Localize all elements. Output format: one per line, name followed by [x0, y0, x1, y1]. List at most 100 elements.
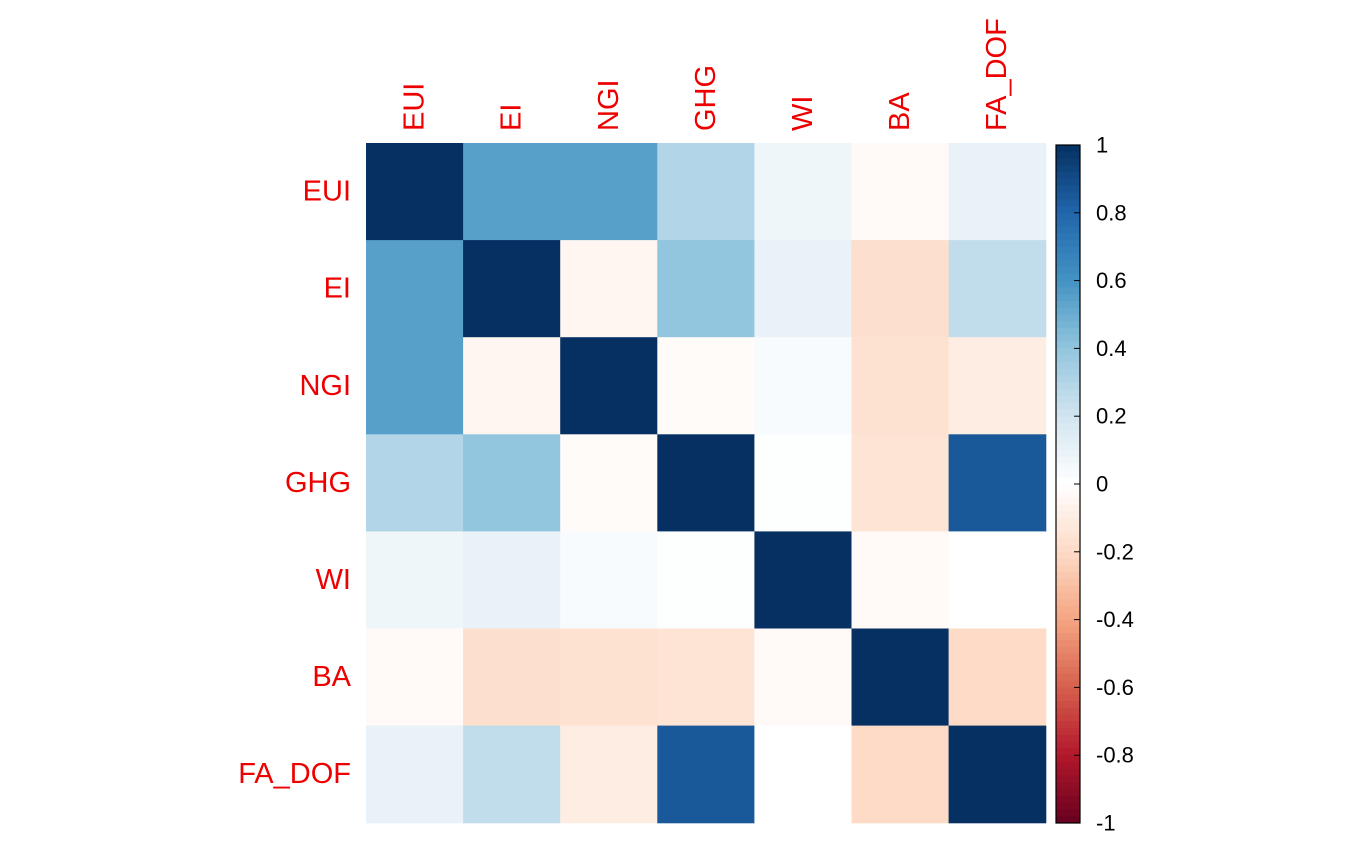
colorbar-segment — [1056, 490, 1080, 499]
colorbar-tick-label: -0.4 — [1096, 607, 1134, 632]
cell-WI-NGI — [560, 531, 658, 630]
colorbar-segment — [1056, 538, 1080, 546]
colorbar-segment — [1056, 361, 1080, 370]
cell-EUI-BA — [851, 143, 950, 241]
cell-BA-GHG — [657, 628, 755, 727]
cell-FA_DOF-NGI — [560, 725, 658, 824]
colorbar-segment — [1056, 199, 1080, 207]
cell-EI-EI — [463, 240, 561, 338]
colorbar-segment — [1056, 307, 1080, 315]
colorbar-segment — [1056, 545, 1080, 553]
colorbar-segment — [1056, 572, 1080, 580]
colorbar-segment — [1056, 626, 1080, 634]
colorbar-segment — [1056, 755, 1080, 763]
cell-WI-GHG — [657, 531, 755, 630]
colorbar-tick-label: -1 — [1096, 811, 1116, 836]
colorbar-segment — [1056, 280, 1080, 288]
colorbar-segment — [1056, 531, 1080, 539]
column-label: EI — [496, 104, 528, 131]
colorbar-segment — [1056, 165, 1080, 173]
colorbar-segment — [1056, 660, 1080, 668]
colorbar-segment — [1056, 375, 1080, 383]
cell-NGI-EI — [463, 337, 561, 435]
colorbar-segment — [1056, 639, 1080, 648]
colorbar-segment — [1056, 687, 1080, 695]
cell-EUI-FA_DOF — [948, 143, 1047, 241]
colorbar-segment — [1056, 619, 1080, 627]
colorbar-segment — [1056, 456, 1080, 465]
colorbar-segment — [1056, 226, 1080, 234]
colorbar-segment — [1056, 443, 1080, 451]
colorbar-segment — [1056, 612, 1080, 621]
colorbar-segment — [1056, 422, 1080, 431]
cell-NGI-WI — [754, 337, 853, 435]
cell-NGI-GHG — [657, 337, 755, 435]
column-label: EUI — [399, 83, 431, 131]
colorbar-segment — [1056, 246, 1080, 254]
cell-EI-FA_DOF — [948, 240, 1047, 338]
colorbar-segment — [1056, 341, 1080, 349]
colorbar-segment — [1056, 192, 1080, 200]
colorbar-segment — [1056, 470, 1080, 478]
colorbar-segment — [1056, 300, 1080, 309]
cell-NGI-BA — [851, 337, 950, 435]
colorbar-segment — [1056, 219, 1080, 227]
colorbar-segment — [1056, 707, 1080, 716]
row-label: WI — [316, 564, 351, 596]
cell-GHG-NGI — [560, 434, 658, 532]
column-label: BA — [884, 92, 916, 131]
colorbar-segment — [1056, 334, 1080, 343]
colorbar-tick-label: -0.2 — [1096, 539, 1134, 564]
colorbar-segment — [1056, 714, 1080, 722]
cell-EI-BA — [851, 240, 950, 338]
cell-EI-NGI — [560, 240, 658, 338]
colorbar-tick-label: 0.8 — [1096, 200, 1127, 225]
cell-EUI-EUI — [366, 143, 464, 241]
colorbar-segment — [1056, 206, 1080, 214]
colorbar-segment — [1056, 145, 1080, 153]
colorbar-segment — [1056, 484, 1080, 492]
cell-GHG-EI — [463, 434, 561, 532]
colorbar-segment — [1056, 789, 1080, 797]
colorbar-tick-label: 0.2 — [1096, 404, 1127, 429]
colorbar-segment — [1056, 402, 1080, 410]
cell-NGI-FA_DOF — [948, 337, 1047, 435]
cell-FA_DOF-WI — [754, 725, 853, 824]
column-label: NGI — [593, 79, 625, 131]
cell-GHG-EUI — [366, 434, 464, 532]
colorbar-segment — [1056, 741, 1080, 749]
row-label: FA_DOF — [238, 758, 351, 790]
colorbar-tick-label: 1 — [1096, 133, 1108, 158]
colorbar-segment — [1056, 816, 1080, 824]
heatmap-cells — [366, 143, 1047, 824]
colorbar-segment — [1056, 321, 1080, 329]
cell-GHG-GHG — [657, 434, 755, 532]
colorbar-tick-label: -0.6 — [1096, 675, 1134, 700]
cell-NGI-EUI — [366, 337, 464, 435]
cell-FA_DOF-GHG — [657, 725, 755, 824]
colorbar-segment — [1056, 436, 1080, 444]
colorbar-segment — [1056, 809, 1080, 817]
colorbar-segment — [1056, 578, 1080, 587]
colorbar-segment — [1056, 504, 1080, 512]
cell-FA_DOF-FA_DOF — [948, 725, 1047, 824]
colorbar-segment — [1056, 517, 1080, 526]
cell-EUI-NGI — [560, 143, 658, 241]
colorbar-segment — [1056, 667, 1080, 675]
colorbar-segment — [1056, 477, 1080, 485]
colorbar-segment — [1056, 700, 1080, 709]
colorbar-segment — [1056, 416, 1080, 424]
colorbar-segment — [1056, 694, 1080, 702]
colorbar-segment — [1056, 761, 1080, 770]
colorbar-segment — [1056, 212, 1080, 221]
colorbar-segment — [1056, 748, 1080, 756]
colorbar-segment — [1056, 585, 1080, 593]
column-label: WI — [787, 96, 819, 131]
colorbar-segment — [1056, 239, 1080, 248]
cell-GHG-WI — [754, 434, 853, 532]
row-label: BA — [312, 661, 351, 693]
colorbar-segment — [1056, 728, 1080, 736]
column-label: FA_DOF — [981, 18, 1013, 131]
row-labels: EUI EI NGI GHG WI BA FA_DOF — [238, 176, 351, 791]
colorbar: 1 0.8 0.6 0.4 0.2 0 -0.2 -0.4 -0.6 -0.8 -1 — [1055, 133, 1134, 836]
